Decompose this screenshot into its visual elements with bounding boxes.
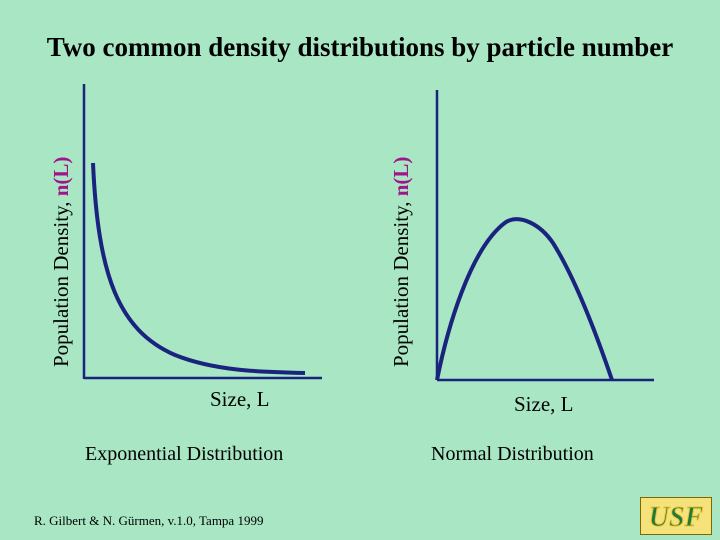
right-caption: Normal Distribution [431,443,594,465]
slide-title: Two common density distributions by part… [46,32,674,62]
svg-text:USF: USF [649,502,704,533]
credit-text: R. Gilbert & N. Gürmen, v.1.0, Tampa 199… [34,513,264,528]
exponential-curve [91,162,306,375]
right-xlabel: Size, L [514,392,574,416]
left-caption: Exponential Distribution [85,443,284,465]
normal-curve [435,217,614,381]
left-xlabel: Size, L [210,387,270,411]
usf-logo-icon: USF [648,502,704,534]
usf-logo: USF [640,497,712,535]
